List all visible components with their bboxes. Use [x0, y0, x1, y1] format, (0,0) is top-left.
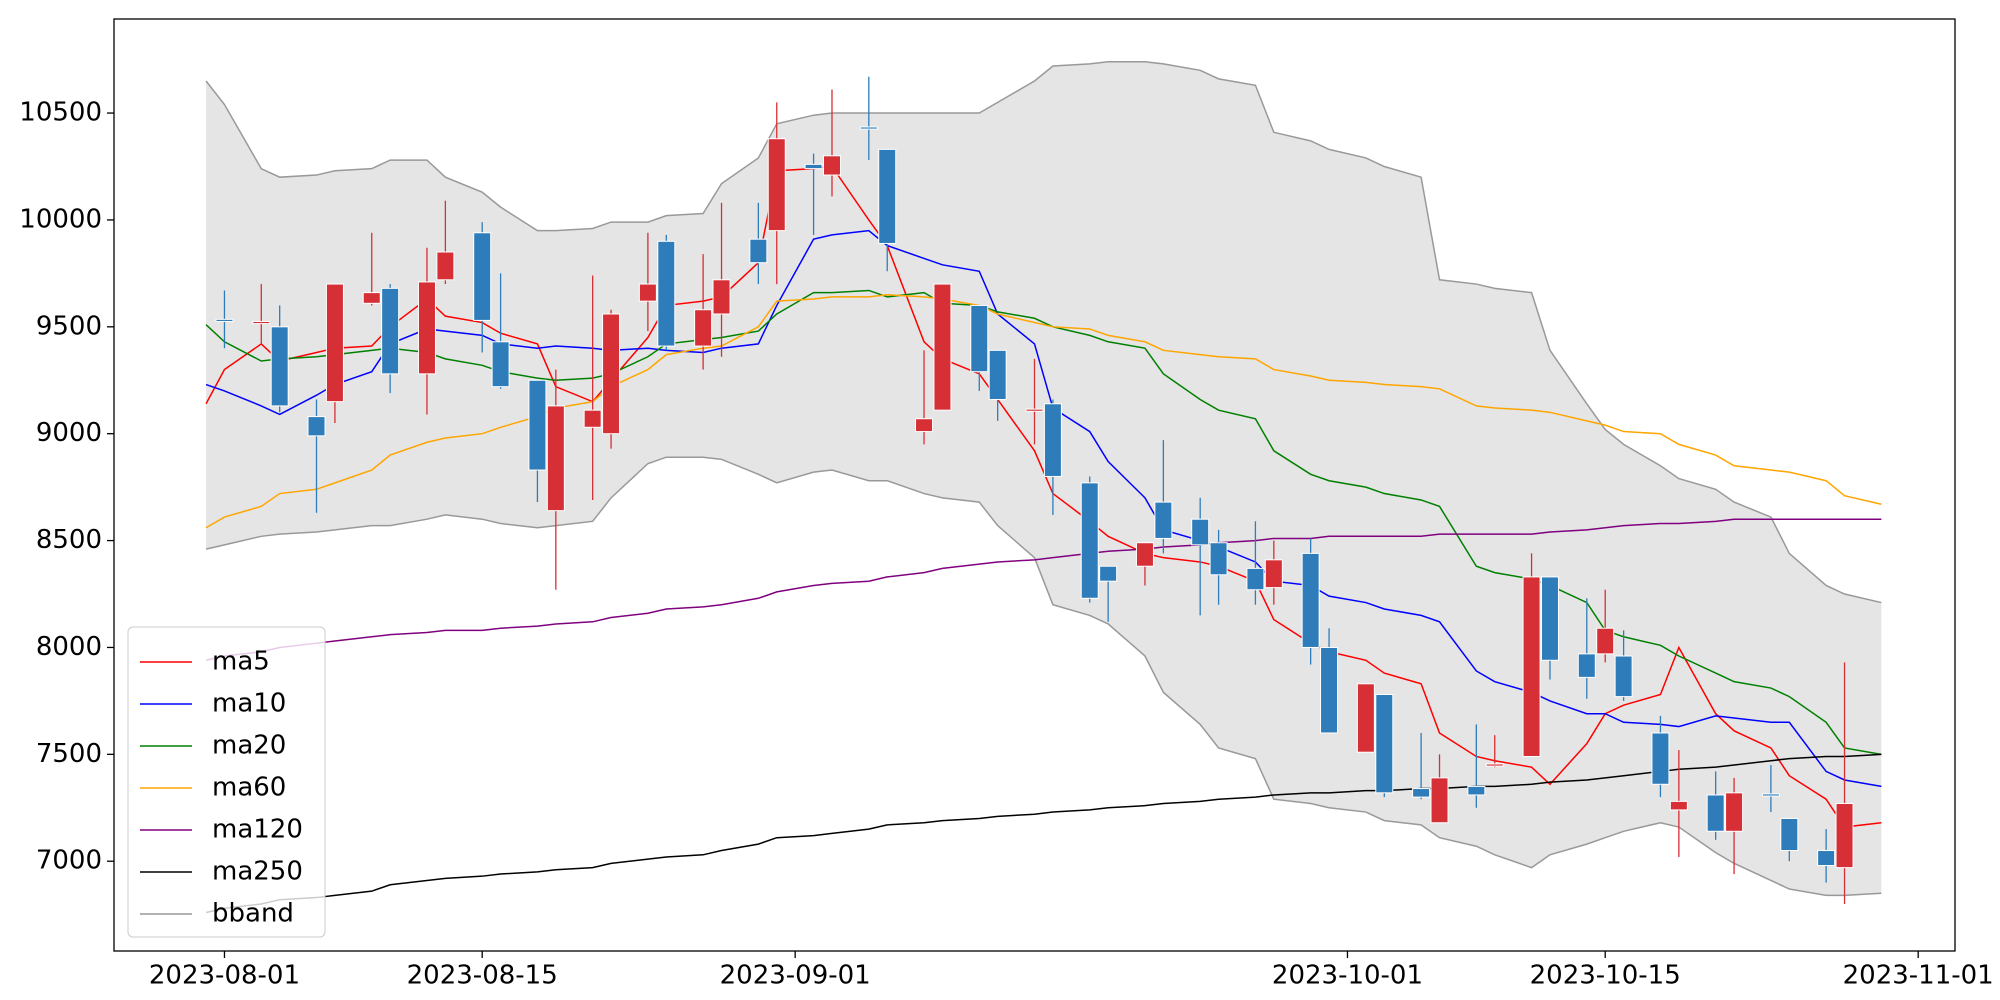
candle-body [1651, 732, 1670, 785]
y-tick-label: 9000 [36, 418, 102, 448]
candle-body [417, 281, 436, 375]
candle-body [307, 416, 326, 437]
candle-body [1356, 683, 1375, 753]
candle-body [362, 292, 381, 304]
candle-body [1706, 794, 1725, 832]
candle-body [1485, 763, 1504, 767]
band-lower [205, 456, 1882, 897]
band-layer [205, 61, 1882, 897]
axes-layer: 7000 7500 8000 8500 9000 9500 10000 10500 2023-0… [19, 98, 1993, 991]
x-tick-label: 2023-11-01 [1843, 961, 1994, 991]
candle-body [1246, 567, 1265, 591]
y-tick-label: 7000 [36, 846, 102, 876]
x-tick-label: 2023-09-01 [720, 961, 871, 991]
candle-body [491, 341, 510, 388]
candle-body [1412, 788, 1431, 798]
candle-body [878, 148, 897, 244]
candle-body [1320, 646, 1339, 734]
x-tick-label: 2023-10-01 [1272, 961, 1423, 991]
candle-body [1780, 817, 1799, 852]
candle-body [252, 320, 271, 325]
candle-body [602, 313, 621, 435]
legend-label: bband [212, 899, 294, 929]
candle-body [1725, 792, 1744, 832]
candle-body [1835, 803, 1854, 869]
candle-body [822, 155, 841, 176]
candle-body [270, 326, 289, 407]
candle-body [988, 349, 1007, 400]
y-tick-label: 7500 [36, 739, 102, 769]
ma-line [205, 289, 1882, 756]
candle-body [1614, 655, 1633, 698]
candle-body [749, 238, 768, 264]
candle-body [325, 283, 344, 403]
candle-body [1154, 501, 1173, 539]
candle-body [1264, 559, 1283, 589]
candle-body [1043, 403, 1062, 477]
y-tick-label: 10500 [19, 98, 102, 128]
candle-body [215, 318, 234, 322]
legend-label: ma20 [212, 731, 286, 761]
candle-body [915, 418, 934, 433]
band-area [206, 61, 1882, 896]
candle-body [694, 309, 713, 347]
candle-body [970, 304, 989, 373]
legend-label: ma60 [212, 773, 286, 803]
y-tick-label: 10000 [19, 204, 102, 234]
legend: ma5 ma10 ma20 ma60 ma120 ma250 bband [127, 626, 326, 938]
candle-body [1430, 777, 1449, 824]
candle-body [1301, 552, 1320, 648]
x-tick-label: 2023-08-01 [149, 961, 300, 991]
candle-body [473, 232, 492, 321]
candle-body [933, 283, 952, 411]
candle-body [1135, 542, 1154, 567]
x-tick-label: 2023-08-15 [407, 961, 558, 991]
candle-body [859, 126, 878, 130]
y-tick-label: 9500 [36, 311, 102, 341]
candle-body [712, 279, 731, 315]
x-tick-label: 2023-10-15 [1530, 961, 1681, 991]
legend-label: ma5 [212, 647, 270, 677]
ma-line [205, 518, 1882, 662]
ma-line [205, 753, 1882, 914]
ma-line [205, 229, 1882, 788]
candle-body [546, 405, 565, 512]
candle-body [436, 251, 455, 281]
candle-body [381, 287, 400, 375]
candle-body [638, 283, 657, 302]
candle-body [1467, 785, 1486, 796]
line-layer [205, 165, 1882, 914]
candle-body [657, 240, 676, 347]
candle-body [1669, 800, 1688, 811]
y-tick-label: 8500 [36, 525, 102, 555]
ma-line [205, 165, 1882, 828]
candle-body [1025, 408, 1044, 412]
candle-body [1099, 565, 1118, 582]
candle-body [1522, 576, 1541, 757]
candle-body [1080, 482, 1099, 599]
candle-body [1375, 693, 1394, 794]
candle-body [528, 379, 547, 471]
candle-body [1596, 627, 1615, 655]
legend-label: ma10 [212, 689, 286, 719]
candle-layer [215, 76, 1854, 904]
legend-label: ma250 [212, 857, 303, 887]
candle-body [767, 138, 786, 232]
candle-body [583, 409, 602, 428]
candle-body [1209, 542, 1228, 576]
y-tick-label: 8000 [36, 632, 102, 662]
candle-body [1577, 653, 1596, 678]
plot-frame [113, 18, 1956, 952]
legend-label: ma120 [212, 815, 303, 845]
candle-body [804, 163, 823, 170]
candle-body [1761, 793, 1780, 797]
candle-body [1817, 850, 1836, 866]
candle-body [1540, 576, 1559, 661]
candle-body [1191, 518, 1210, 546]
ma-line [205, 293, 1882, 529]
